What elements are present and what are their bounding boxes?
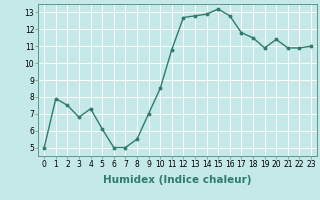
X-axis label: Humidex (Indice chaleur): Humidex (Indice chaleur): [103, 175, 252, 185]
